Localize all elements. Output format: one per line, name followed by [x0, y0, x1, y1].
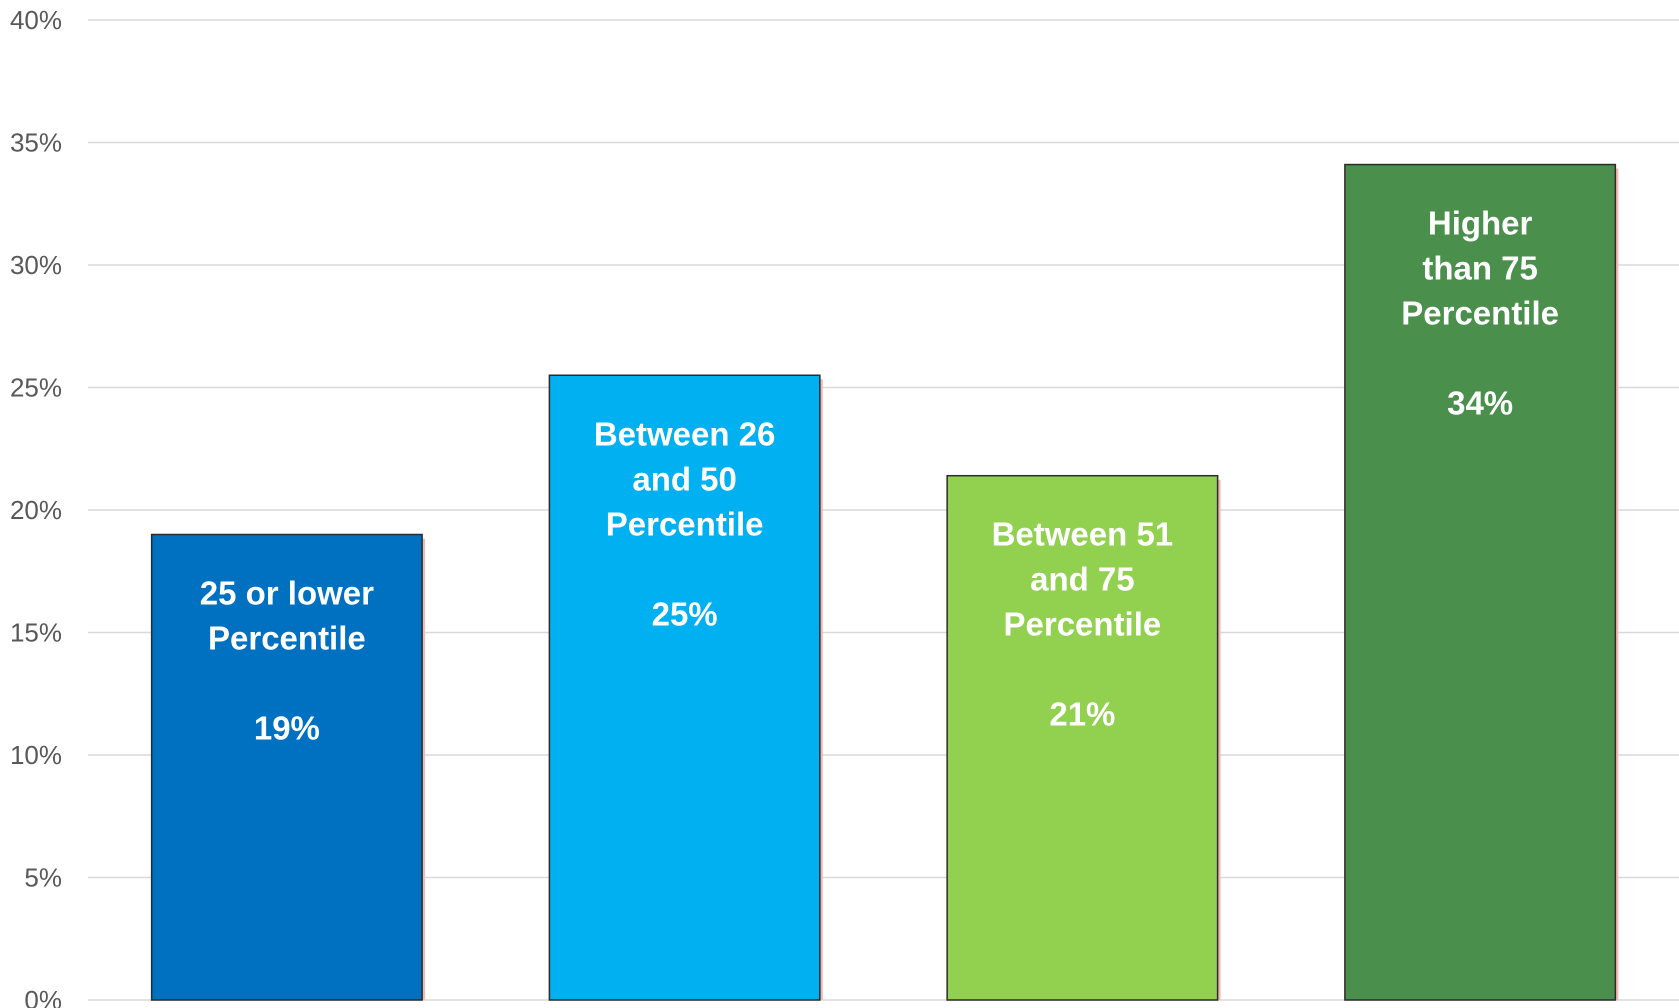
bar-shadow — [1217, 479, 1221, 1000]
y-tick-label: 35% — [10, 128, 62, 158]
bar-labels-layer: 25 or lower Percentile 19% Between 26 and 50… — [200, 205, 1559, 747]
bar-category-label: 25 or lower — [200, 575, 374, 612]
bar-shadow — [1615, 168, 1619, 1001]
y-tick-label: 30% — [10, 250, 62, 280]
y-axis-ticks: 0% 5% 10% 15% 20% 25% 30% 35% 40% — [10, 5, 62, 1008]
bar-shadow — [422, 538, 426, 1000]
bar-category-label: Percentile — [1004, 606, 1162, 643]
bar — [1344, 163, 1617, 1001]
bar-category-label: Percentile — [208, 620, 366, 657]
bar-value-label: 19% — [254, 710, 320, 747]
bar — [946, 474, 1219, 1001]
y-tick-label: 5% — [24, 863, 62, 893]
bar-category-label: Higher — [1428, 205, 1533, 242]
bars-layer — [150, 163, 1619, 1001]
bar-category-label: and 50 — [632, 460, 737, 497]
bar-category-label: Percentile — [606, 505, 764, 542]
bar-category-label: Between 51 — [992, 516, 1174, 553]
y-tick-label: 40% — [10, 5, 62, 35]
y-tick-label: 15% — [10, 618, 62, 648]
y-tick-label: 10% — [10, 740, 62, 770]
bar-value-label: 21% — [1049, 696, 1115, 733]
bar-category-label: Percentile — [1401, 295, 1559, 332]
bar-category-label: than 75 — [1422, 250, 1538, 287]
bar — [548, 374, 821, 1001]
bar — [150, 533, 423, 1001]
y-tick-label: 25% — [10, 373, 62, 403]
bar-category-label: Between 26 — [594, 415, 776, 452]
y-tick-label: 0% — [24, 985, 62, 1008]
bar-value-label: 34% — [1447, 385, 1513, 422]
y-tick-label: 20% — [10, 495, 62, 525]
bar-shadow — [819, 379, 823, 1000]
bar-category-label: and 75 — [1030, 561, 1135, 598]
bar-value-label: 25% — [652, 595, 718, 632]
